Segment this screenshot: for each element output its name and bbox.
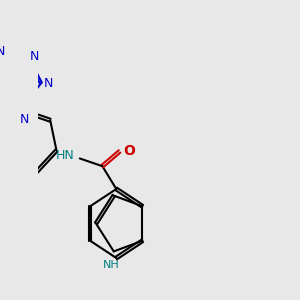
Text: HN: HN (56, 149, 75, 162)
Text: NH: NH (103, 260, 119, 270)
Text: N: N (20, 113, 29, 126)
Text: O: O (124, 144, 135, 158)
Text: N: N (44, 77, 53, 90)
Text: N: N (29, 50, 39, 63)
Text: N: N (0, 45, 5, 58)
